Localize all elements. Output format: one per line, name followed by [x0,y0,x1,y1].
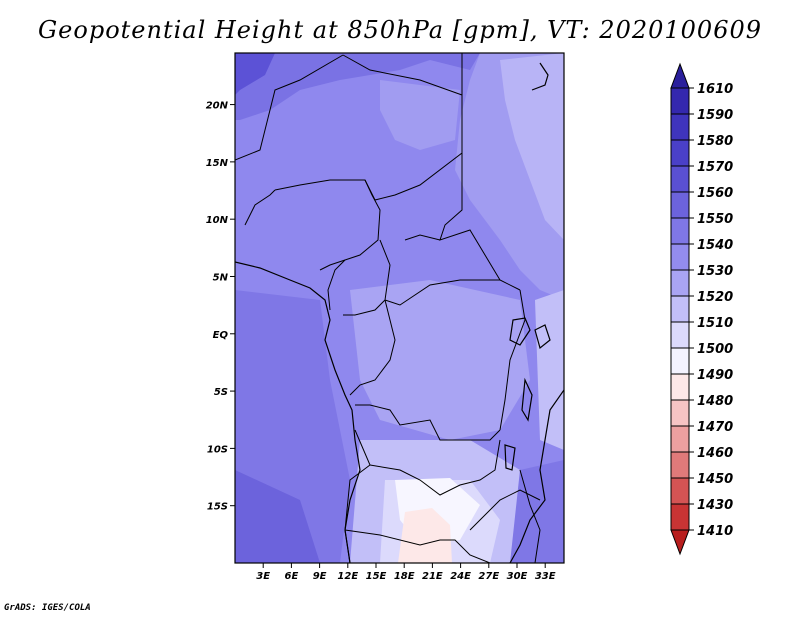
colorbar-segment [670,477,690,505]
colorbar-label: 1540 [697,238,733,253]
colorbar: 1610 1590 1580 1570 1560 1550 1540 1530 1520 1510… [670,62,733,556]
colorbar-segment [670,87,690,115]
lat-tick-label: 15S [207,502,228,513]
colorbar-label: 1490 [697,368,733,383]
lon-tick-label: 27E [478,571,499,582]
colorbar-label: 1430 [697,498,733,513]
map-frame [234,52,565,564]
colorbar-label: 1610 [697,82,733,97]
colorbar-label: 1570 [697,160,733,175]
colorbar-label: 1470 [697,420,733,435]
colorbar-segment [670,139,690,167]
lon-tick-label: 9E [313,571,327,582]
colorbar-segment [670,503,690,531]
lon-tick-label: 21E [422,571,443,582]
colorbar-segment [670,321,690,349]
lon-tick-label: 12E [337,571,358,582]
colorbar-segment [670,191,690,219]
colorbar-label: 1510 [697,316,733,331]
lat-tick-label: 5N [213,272,229,283]
colorbar-label: 1580 [697,134,733,149]
lon-tick-label: 33E [535,571,556,582]
country-borders [235,53,541,563]
lon-tick-label: 18E [394,571,415,582]
colorbar-segment [670,243,690,271]
lon-tick-label: 6E [285,571,299,582]
colorbar-segment [670,373,690,401]
lon-tick-label: 15E [366,571,387,582]
colorbar-label: 1480 [697,394,733,409]
lat-tick-label: 5S [214,387,228,398]
lon-tick-label: 30E [507,571,528,582]
colorbar-segment [670,451,690,479]
colorbar-label: 1560 [697,186,733,201]
chart-title: Geopotential Height at 850hPa [gpm], VT:… [38,16,762,44]
colorbar-segment [670,269,690,297]
colorbar-label: 1530 [697,264,733,279]
lon-tick-label: 24E [450,571,471,582]
height-field [235,53,564,563]
colorbar-top-arrow [670,62,690,89]
latitude-axis: 20N 15N 10N 5N EQ 5S 10S 15S [206,101,235,513]
grads-credit: GrADS: IGES/COLA [4,603,91,613]
colorbar-segment [670,425,690,453]
colorbar-label: 1460 [697,446,733,461]
lon-tick-label: 3E [256,571,270,582]
colorbar-segment [670,347,690,375]
colorbar-segment [670,295,690,323]
colorbar-label: 1410 [697,524,733,539]
coastline [235,62,564,563]
colorbar-label: 1590 [697,108,733,123]
colorbar-label: 1520 [697,290,733,305]
colorbar-segment [670,113,690,141]
lat-tick-label: 20N [206,101,229,112]
lat-tick-label: 10S [207,444,228,455]
longitude-axis: 3E 6E 9E 12E 15E 18E 21E 24E 27E 30E 33E [256,563,556,582]
lat-tick-label: 15N [206,158,229,169]
colorbar-segment [670,165,690,193]
colorbar-bottom-arrow [670,529,690,556]
colorbar-label: 1500 [697,342,733,357]
colorbar-segment [670,217,690,245]
colorbar-label: 1550 [697,212,733,227]
lat-tick-label: EQ [213,330,229,341]
colorbar-segment [670,399,690,427]
lat-tick-label: 10N [206,215,229,226]
colorbar-label: 1450 [697,472,733,487]
